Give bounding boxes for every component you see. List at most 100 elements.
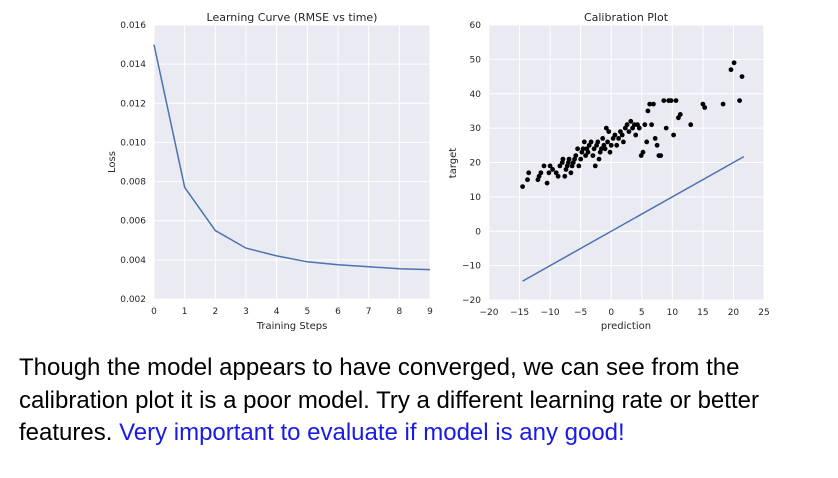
learning-curve-xlabel: Training Steps <box>256 321 328 332</box>
calibration-ylabel: target <box>448 148 459 178</box>
scatter-point <box>555 173 561 179</box>
charts-figure: 0.002 0.004 0.006 0.008 0.010 0.012 0.014 0.016… <box>107 11 770 332</box>
scatter-point <box>645 108 651 114</box>
scatter-point <box>600 136 606 141</box>
scatter-point <box>553 170 559 176</box>
x-tick-label: −5 <box>574 308 587 318</box>
scatter-point <box>607 149 613 155</box>
learning-curve-gridlines <box>153 24 431 300</box>
scatter-point <box>608 142 614 148</box>
caption-highlight: Very important to evaluate if model is a… <box>119 419 625 446</box>
y-tick-label: 10 <box>470 193 482 203</box>
scatter-point <box>663 125 669 131</box>
scatter-point <box>616 136 621 141</box>
scatter-point <box>596 156 602 162</box>
y-tick-label: 0.016 <box>120 21 146 31</box>
x-tick-label: 5 <box>304 307 310 317</box>
x-tick-label: 0 <box>151 307 157 317</box>
scatter-point <box>612 132 618 138</box>
learning-curve-chart: 0.002 0.004 0.006 0.008 0.010 0.012 0.014 0.016… <box>107 11 433 332</box>
scatter-point <box>520 184 525 190</box>
x-tick-label: 2 <box>212 307 218 317</box>
learning-curve-series <box>153 44 431 271</box>
scatter-point <box>538 170 544 176</box>
y-tick-label: −10 <box>462 262 481 272</box>
scatter-point <box>652 136 658 141</box>
scatter-point <box>526 170 532 176</box>
scatter-point <box>599 146 604 152</box>
calibration-title: Calibration Plot <box>584 11 669 24</box>
x-tick-label: 0 <box>608 308 614 318</box>
x-tick-label: 4 <box>274 307 280 317</box>
scatter-point <box>525 177 530 183</box>
scatter-point <box>619 132 625 138</box>
scatter-point <box>581 139 587 145</box>
scatter-point <box>575 146 580 152</box>
x-tick-label: 9 <box>427 307 433 317</box>
learning-curve-plot-area <box>154 25 430 299</box>
scatter-point <box>626 129 632 135</box>
y-tick-label: 0.014 <box>120 60 146 70</box>
scatter-point <box>550 167 555 172</box>
y-tick-label: 40 <box>470 90 482 100</box>
scatter-point <box>583 153 588 159</box>
scatter-point <box>568 170 574 176</box>
y-tick-label: 0.004 <box>120 256 146 266</box>
scatter-point <box>595 139 601 145</box>
scatter-point <box>649 122 654 128</box>
scatter-point <box>591 146 597 152</box>
x-tick-label: −10 <box>541 308 560 318</box>
calibration-chart: −20 −10 0 10 20 30 40 50 60 −20 −15 −10 −5 0 5 10 15 20 2… <box>448 11 770 332</box>
scatter-point <box>647 101 653 107</box>
calibration-x-ticks: −20 −15 −10 −5 0 5 10 15 20 25 <box>480 308 770 318</box>
scatter-point <box>602 146 608 152</box>
y-tick-label: 0.010 <box>120 138 146 148</box>
scatter-point <box>642 122 648 128</box>
scatter-point <box>688 122 694 128</box>
calibration-diagonal-series <box>522 156 745 282</box>
scatter-point <box>547 163 553 169</box>
y-tick-label: 0.002 <box>120 295 146 305</box>
scatter-point <box>628 118 634 124</box>
scatter-point <box>737 98 742 103</box>
y-tick-label: 0.008 <box>120 178 146 188</box>
scatter-point <box>636 125 642 131</box>
y-tick-label: −20 <box>462 296 481 306</box>
scatter-point <box>640 149 646 155</box>
x-tick-label: 6 <box>335 307 341 317</box>
scatter-point <box>588 139 594 145</box>
scatter-point <box>576 163 582 169</box>
scatter-point <box>603 125 609 131</box>
scatter-point <box>654 142 660 148</box>
diagonal-line <box>522 156 745 282</box>
learning-curve-x-ticks: 0 1 2 3 4 5 6 7 8 9 <box>151 307 433 317</box>
x-tick-label: 25 <box>758 308 769 318</box>
x-tick-label: 20 <box>728 308 740 318</box>
y-tick-label: 30 <box>470 124 482 134</box>
scatter-point <box>585 149 591 155</box>
scatter-point <box>651 101 656 107</box>
scatter-point <box>544 180 550 186</box>
x-tick-label: 5 <box>639 308 645 318</box>
x-tick-label: 10 <box>667 308 679 318</box>
scatter-point <box>621 139 626 145</box>
calibration-scatter-series <box>520 60 745 190</box>
scatter-point <box>592 163 598 169</box>
scatter-point <box>560 156 566 162</box>
x-tick-label: −20 <box>480 308 499 318</box>
scatter-point <box>590 153 596 159</box>
scatter-point <box>728 67 734 73</box>
scatter-point <box>562 173 568 179</box>
learning-curve-ylabel: Loss <box>107 151 118 173</box>
loss-line <box>153 44 431 271</box>
scatter-point <box>614 142 620 148</box>
scatter-point <box>677 112 683 117</box>
caption-body: Though the model appears to have converg… <box>19 354 759 446</box>
scatter-point <box>661 98 667 103</box>
y-tick-label: 0 <box>475 227 481 237</box>
scatter-point <box>605 139 610 145</box>
x-tick-label: 8 <box>396 307 402 317</box>
scatter-point <box>720 101 726 107</box>
scatter-point <box>566 156 572 162</box>
scatter-point <box>644 139 650 145</box>
